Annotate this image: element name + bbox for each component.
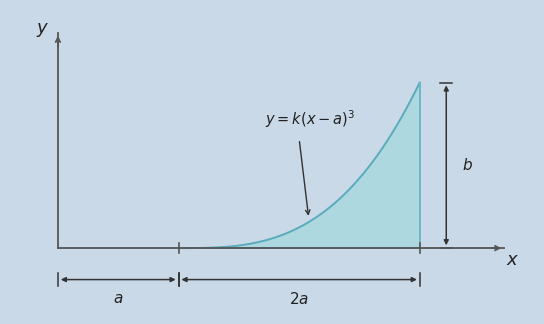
Polygon shape [178, 83, 420, 248]
Text: $y = k(x-a)^3$: $y = k(x-a)^3$ [265, 108, 356, 130]
Text: $x$: $x$ [506, 251, 519, 269]
Text: $2a$: $2a$ [289, 291, 309, 307]
Text: $b$: $b$ [462, 157, 473, 173]
Text: $a$: $a$ [113, 291, 123, 306]
Text: $y$: $y$ [35, 20, 49, 39]
